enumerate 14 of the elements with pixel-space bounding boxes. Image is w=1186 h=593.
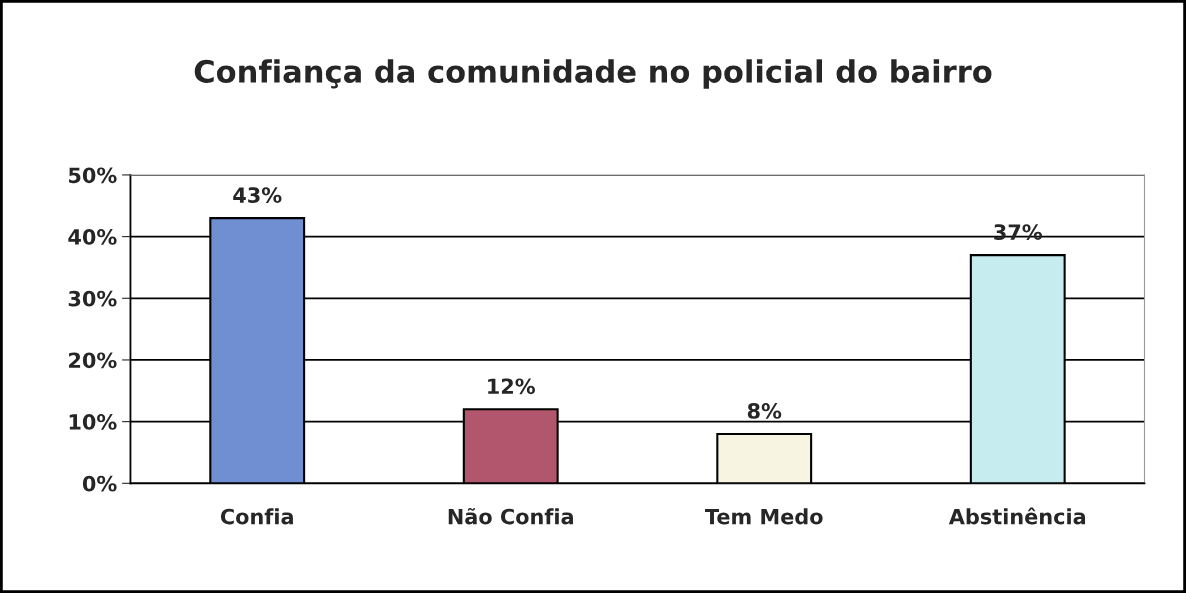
x-tick-label: Não Confia xyxy=(448,507,573,525)
data-label: 8% xyxy=(747,403,782,419)
y-tick-label: 0% xyxy=(82,475,117,492)
x-tick-label: Abstinência xyxy=(948,507,1086,525)
y-tick-label: 40% xyxy=(68,229,117,245)
data-label: 43% xyxy=(233,187,282,203)
chart-title: Confiança da comunidade no policial do bairro xyxy=(194,59,992,89)
x-tick-label: Tem Medo xyxy=(705,508,823,525)
y-tick-label: 30% xyxy=(68,290,117,307)
data-label: 12% xyxy=(488,378,535,395)
y-tick-label: 50% xyxy=(69,167,117,184)
y-tick-label: 10% xyxy=(69,414,117,430)
y-tick-label: 20% xyxy=(69,352,117,369)
x-tick-label: Confia xyxy=(220,508,293,525)
